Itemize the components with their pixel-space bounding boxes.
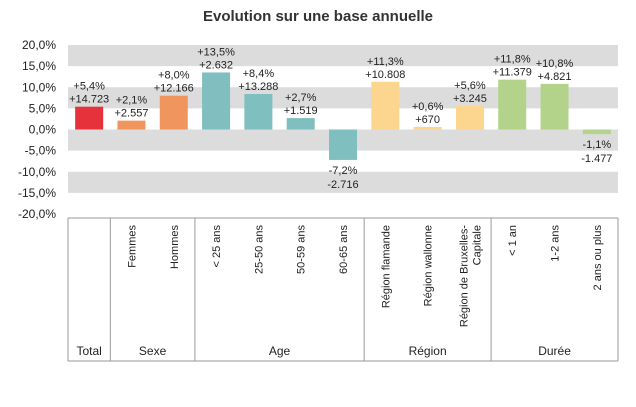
y-tick-label: -15,0% [18,186,56,200]
data-label-abs: +12.166 [154,83,194,95]
data-label-abs: +13.288 [238,81,278,93]
bar [286,118,315,130]
data-label-pct: -1,1% [582,139,611,151]
category-label: < 1 an [507,225,519,256]
bar [540,83,569,130]
y-tick-label: 0,0% [29,123,57,137]
y-tick-label: 10,0% [22,80,56,94]
data-label-pct: +8,4% [243,68,275,80]
data-label-abs: +670 [415,114,440,126]
data-label-pct: +0,6% [412,101,444,113]
data-label-pct: +11,3% [367,56,404,68]
data-label-pct: -7,2% [329,165,358,177]
y-tick-label: -10,0% [18,165,56,179]
bar [582,129,611,135]
data-label-pct: +2,7% [285,92,317,104]
y-tick-label: -5,0% [25,144,57,158]
data-label-abs: +3.245 [453,93,487,105]
data-label-abs: +2.557 [114,108,148,120]
category-label: 1-2 ans [550,225,562,262]
data-label-pct: +5,4% [73,81,105,93]
bar [202,72,231,130]
data-label-abs: -1.477 [581,153,612,165]
category-label: 50-59 ans [296,225,308,274]
bar [75,106,104,130]
bar [413,126,442,130]
data-label-abs: +11.379 [493,67,532,79]
y-tick-label: 5,0% [29,101,57,115]
grid-band [68,171,618,193]
data-label-pct: +10,8% [536,58,574,70]
category-label: Région de Bruxelles- [458,225,470,327]
data-label-pct: +2,1% [116,95,148,107]
chart-title: Evolution sur une base annuelle [202,8,434,25]
category-label: Région flamande [380,225,392,308]
data-label-pct: +13,5% [197,46,235,58]
bar [329,129,357,160]
category-label: Capitale [471,225,483,265]
data-label-abs: +1.519 [284,105,318,117]
grid-band [68,45,618,67]
data-label-abs: +2.632 [199,59,233,71]
data-label-pct: +11,8% [494,54,531,66]
category-label: 60-65 ans [338,225,350,274]
bar [498,79,527,130]
y-tick-label: 15,0% [22,59,56,73]
category-label: Hommes [169,225,181,270]
data-label-pct: +8,0% [158,70,190,82]
data-label-pct: +5,6% [454,80,486,92]
y-tick-label: 20,0% [22,38,56,52]
data-label-abs: -2.716 [327,179,358,191]
bar [371,81,400,130]
group-label: Région [409,344,447,358]
data-label-abs: +10.808 [365,69,405,81]
category-label: Région wallonne [423,225,435,306]
category-label: 25-50 ans [253,225,265,274]
category-label: 2 ans ou plus [592,225,604,291]
bar [117,120,146,130]
grid-band [68,87,618,109]
data-label-abs: +4.821 [538,71,572,83]
group-label: Total [76,344,101,358]
bar [159,95,188,130]
category-label: Femmes [126,225,138,268]
bar [455,105,484,130]
category-label: < 25 ans [211,225,223,268]
bar [244,94,273,130]
group-label: Age [269,344,291,358]
data-label-abs: +14.723 [69,94,109,106]
y-tick-label: -20,0% [18,207,56,221]
group-label: Durée [538,344,571,358]
group-label: Sexe [139,344,167,358]
